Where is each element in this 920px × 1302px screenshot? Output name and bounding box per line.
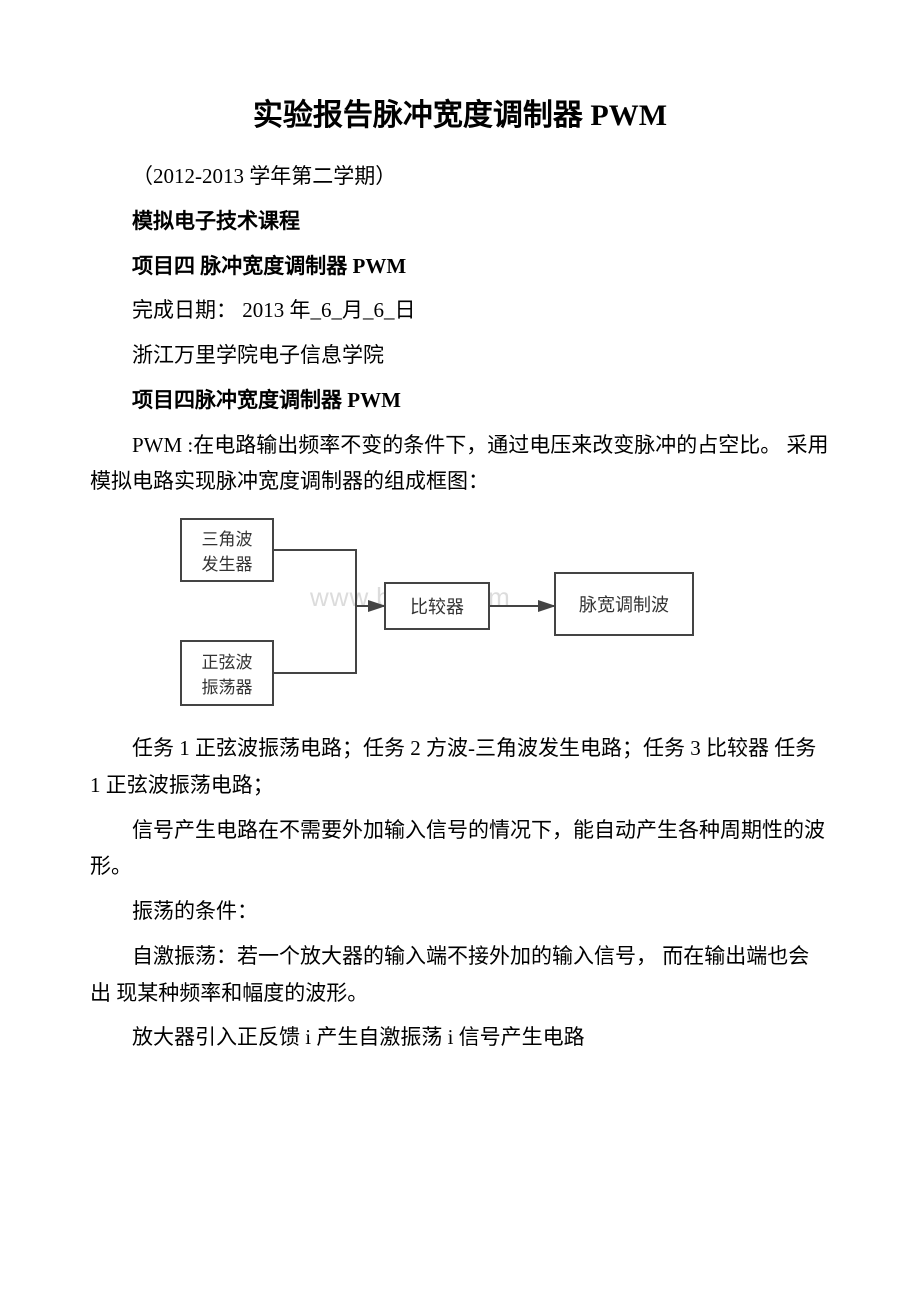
document-page: 实验报告脉冲宽度调制器 PWM （2012-2013 学年第二学期） 模拟电子技… <box>0 0 920 1124</box>
block-pwm-output: 脉宽调制波 <box>554 572 694 636</box>
block-diagram: www.bdocx.com 三角波 发生器 正弦波 振荡器 比较器 脉宽调制波 <box>180 510 830 720</box>
amp-positive-feedback-line: 放大器引入正反馈 i 产生自激振荡 i 信号产生电路 <box>90 1019 830 1056</box>
document-title: 实验报告脉冲宽度调制器 PWM <box>90 90 830 134</box>
signal-gen-line: 信号产生电路在不需要外加输入信号的情况下，能自动产生各种周期性的波 形。 <box>90 812 830 886</box>
semester-line: （2012-2013 学年第二学期） <box>90 158 830 195</box>
block-sine-oscillator: 正弦波 振荡器 <box>180 640 274 706</box>
completion-date: 完成日期： 2013 年_6_月_6_日 <box>90 292 830 329</box>
self-osc-line: 自激振荡：若一个放大器的输入端不接外加的输入信号， 而在输出端也会出 现某种频率… <box>90 938 830 1012</box>
project-heading-2: 项目四脉冲宽度调制器 PWM <box>90 382 830 419</box>
pwm-description: PWM :在电路输出频率不变的条件下，通过电压来改变脉冲的占空比。 采用模拟电路… <box>90 427 830 501</box>
project-heading: 项目四 脉冲宽度调制器 PWM <box>90 248 830 285</box>
osc-condition-line: 振荡的条件： <box>90 893 830 930</box>
block-triangle-generator: 三角波 发生器 <box>180 518 274 582</box>
tasks-line: 任务 1 正弦波振荡电路；任务 2 方波-三角波发生电路；任务 3 比较器 任务… <box>90 730 830 804</box>
school-name: 浙江万里学院电子信息学院 <box>90 337 830 374</box>
course-line: 模拟电子技术课程 <box>90 203 830 240</box>
block-comparator: 比较器 <box>384 582 490 630</box>
